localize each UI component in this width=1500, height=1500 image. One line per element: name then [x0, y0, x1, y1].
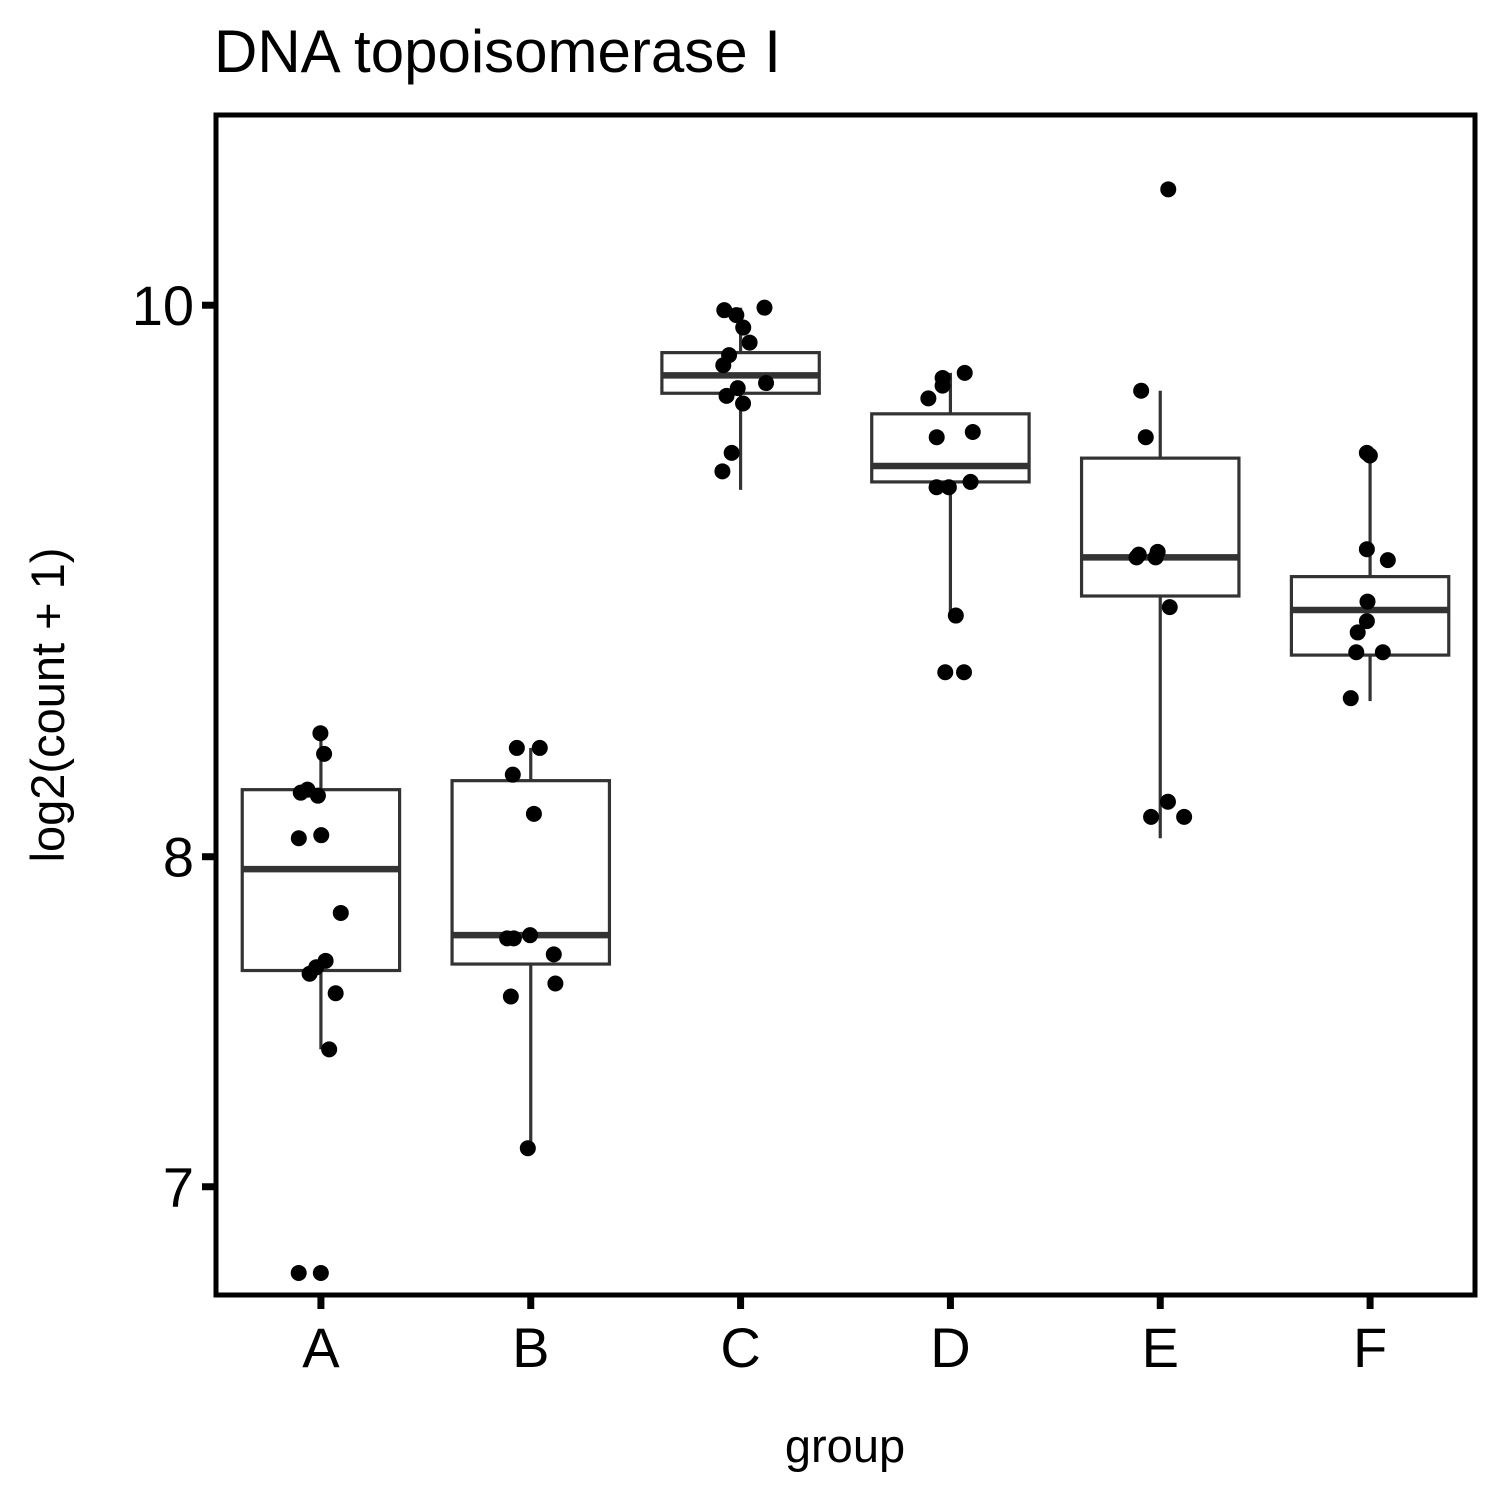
x-tick-label: A: [302, 1316, 340, 1379]
data-point: [531, 739, 548, 756]
points-e: [1128, 181, 1193, 825]
data-point: [1359, 593, 1376, 610]
data-point: [545, 946, 562, 963]
data-point: [723, 444, 740, 461]
data-point: [729, 380, 746, 397]
data-point: [716, 302, 733, 319]
y-tick-label: 10: [132, 274, 194, 337]
y-tick-label: 8: [163, 826, 194, 889]
plot-panel: [213, 112, 1478, 1298]
data-point: [1137, 429, 1154, 446]
data-point: [741, 334, 758, 351]
points-a: [290, 725, 349, 1281]
x-axis-title: group: [785, 1419, 905, 1472]
data-point: [715, 357, 732, 374]
data-point: [502, 988, 519, 1005]
data-point: [1349, 624, 1366, 641]
data-point: [321, 1041, 338, 1058]
data-point: [955, 664, 972, 681]
data-point: [956, 364, 973, 381]
y-axis: 7 8 10: [132, 274, 216, 1219]
data-point: [928, 429, 945, 446]
data-point: [522, 927, 539, 944]
data-point: [1379, 552, 1396, 569]
data-point: [290, 830, 307, 847]
data-point: [962, 473, 979, 490]
x-tick-label: B: [512, 1316, 549, 1379]
x-tick-label: E: [1142, 1316, 1179, 1379]
x-tick-label: C: [720, 1316, 760, 1379]
data-point: [290, 1264, 307, 1281]
data-point: [920, 390, 937, 407]
data-point: [937, 664, 954, 681]
chart-title: DNA topoisomerase I: [214, 18, 781, 85]
data-point: [1161, 599, 1178, 616]
data-point: [1342, 690, 1359, 707]
data-point: [756, 299, 773, 316]
data-point: [313, 827, 330, 844]
data-point: [714, 463, 731, 480]
data-point: [547, 975, 564, 992]
data-point: [508, 739, 525, 756]
data-point: [735, 395, 752, 412]
box-group-a: [240, 733, 402, 1050]
x-axis: A B C D E F: [302, 1295, 1387, 1379]
data-point: [928, 479, 945, 496]
box-group-d: [870, 372, 1031, 616]
data-point: [1128, 549, 1145, 566]
iqr-box: [240, 788, 402, 973]
data-point: [1361, 447, 1378, 464]
points-d: [920, 364, 981, 681]
data-point: [1358, 541, 1375, 558]
data-point: [1160, 181, 1177, 198]
data-point: [327, 985, 344, 1002]
x-tick-label: D: [930, 1316, 970, 1379]
y-axis-title: log2(count + 1): [21, 548, 74, 863]
data-point: [312, 1264, 329, 1281]
data-point: [316, 745, 333, 762]
points-b: [499, 739, 564, 1157]
data-point: [934, 377, 951, 394]
data-point: [964, 423, 981, 440]
data-point: [332, 904, 349, 921]
box-group-e: [1079, 390, 1241, 839]
plot-marks: [240, 181, 1451, 1281]
points-c: [714, 299, 775, 480]
points-f: [1342, 444, 1396, 707]
data-point: [301, 965, 318, 982]
data-point: [718, 387, 735, 404]
data-point: [312, 725, 329, 742]
x-tick-label: F: [1353, 1316, 1387, 1379]
data-point: [499, 930, 516, 947]
data-point: [940, 479, 957, 496]
data-point: [1358, 613, 1375, 630]
iqr-box: [870, 412, 1031, 484]
data-point: [1374, 644, 1391, 661]
box-group-f: [1289, 452, 1451, 702]
data-point: [1143, 808, 1160, 825]
data-point: [758, 375, 775, 392]
iqr-box: [1079, 456, 1241, 598]
data-point: [1133, 382, 1150, 399]
data-point: [735, 319, 752, 336]
data-point: [504, 766, 521, 783]
data-point: [1159, 793, 1176, 810]
data-point: [728, 307, 745, 324]
data-point: [525, 805, 542, 822]
data-point: [947, 607, 964, 624]
data-point: [309, 787, 326, 804]
data-point: [1147, 549, 1164, 566]
data-point: [1176, 808, 1193, 825]
data-point: [1348, 644, 1365, 661]
data-point: [519, 1140, 536, 1157]
y-tick-label: 7: [163, 1156, 194, 1219]
